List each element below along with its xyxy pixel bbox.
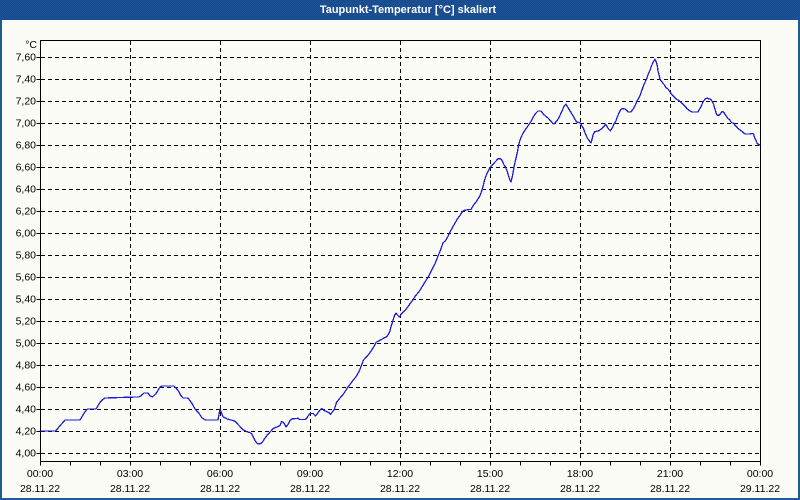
svg-text:6,40: 6,40: [16, 184, 37, 196]
svg-text:5,40: 5,40: [16, 294, 37, 306]
svg-text:5,80: 5,80: [16, 250, 37, 262]
svg-text:29.11.22: 29.11.22: [740, 483, 780, 495]
svg-text:5,00: 5,00: [16, 338, 37, 350]
svg-text:6,80: 6,80: [16, 140, 37, 152]
svg-text:4,00: 4,00: [16, 448, 37, 460]
svg-text:7,20: 7,20: [16, 96, 37, 108]
svg-text:28.11.22: 28.11.22: [470, 483, 510, 495]
svg-text:15:00: 15:00: [477, 468, 503, 480]
svg-text:7,40: 7,40: [16, 74, 37, 86]
svg-text:09:00: 09:00: [297, 468, 323, 480]
svg-text:4,40: 4,40: [16, 404, 37, 416]
svg-text:00:00: 00:00: [27, 468, 53, 480]
svg-text:28.11.22: 28.11.22: [560, 483, 600, 495]
svg-text:28.11.22: 28.11.22: [200, 483, 240, 495]
svg-text:6,20: 6,20: [16, 206, 37, 218]
svg-text:18:00: 18:00: [567, 468, 593, 480]
svg-text:4,60: 4,60: [16, 382, 37, 394]
svg-text:4,20: 4,20: [16, 426, 37, 438]
svg-text:4,80: 4,80: [16, 360, 37, 372]
svg-text:21:00: 21:00: [657, 468, 683, 480]
svg-text:6,00: 6,00: [16, 228, 37, 240]
svg-text:12:00: 12:00: [387, 468, 413, 480]
svg-text:03:00: 03:00: [117, 468, 143, 480]
svg-text:28.11.22: 28.11.22: [110, 483, 150, 495]
svg-text:28.11.22: 28.11.22: [650, 483, 690, 495]
svg-text:28.11.22: 28.11.22: [20, 483, 60, 495]
svg-text:°C: °C: [25, 39, 37, 51]
svg-text:7,60: 7,60: [16, 52, 37, 64]
svg-text:6,60: 6,60: [16, 162, 37, 174]
svg-text:00:00: 00:00: [747, 468, 773, 480]
svg-text:28.11.22: 28.11.22: [380, 483, 420, 495]
svg-text:5,60: 5,60: [16, 272, 37, 284]
svg-text:7,00: 7,00: [16, 118, 37, 130]
svg-text:28.11.22: 28.11.22: [290, 483, 330, 495]
svg-text:06:00: 06:00: [207, 468, 233, 480]
svg-text:5,20: 5,20: [16, 316, 37, 328]
